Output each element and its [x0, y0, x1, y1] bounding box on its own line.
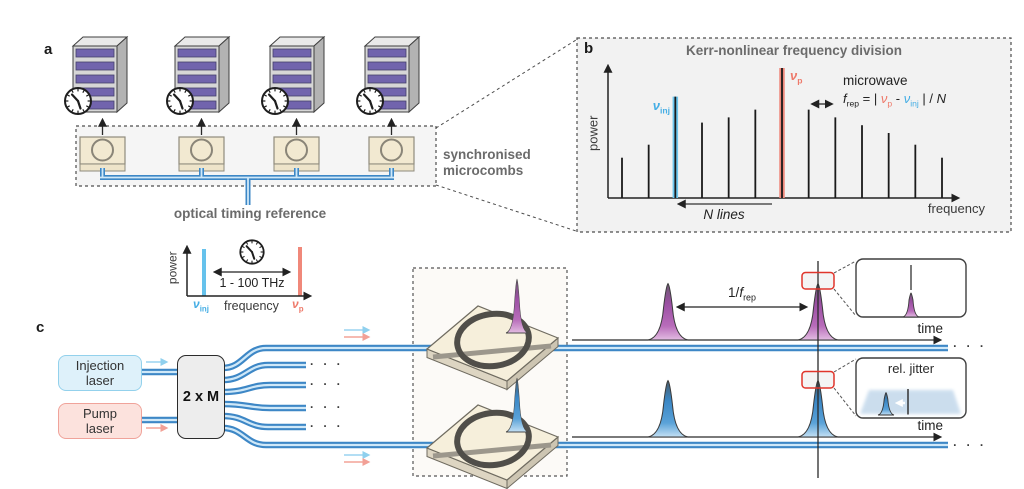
microcomb-chip-icon: [368, 136, 415, 172]
time-label-bottom: time: [917, 418, 943, 433]
callout-line-top: [435, 39, 577, 129]
laser-direction-arrows: [146, 326, 371, 466]
synchronised-microcombs-label: synchronised microcombs: [443, 147, 531, 178]
optical-timing-reference-label: optical timing reference: [173, 206, 327, 221]
callout-line-bottom: [435, 184, 577, 232]
frequency-division-equation: frep = | νp - νinj | / N: [843, 91, 946, 109]
pulse-blue: [647, 380, 689, 438]
jitter-band: [860, 390, 961, 414]
jitter-inset-bottom: [855, 357, 967, 419]
panel-b-dashed-box: [576, 37, 1012, 233]
pulse-inset-top: [855, 258, 967, 318]
nu-p-label-b: νp: [790, 68, 803, 86]
ellipsis: · · ·: [953, 339, 987, 353]
clock-icon: [63, 86, 93, 116]
microcomb-chip-icon: [273, 136, 320, 172]
rel-jitter-label: rel. jitter: [887, 361, 935, 376]
injection-laser-box: Injection laser: [58, 355, 142, 391]
time-label-top: time: [917, 321, 943, 336]
span-label: 1 - 100 THz: [219, 276, 285, 290]
microcomb-chip-icon: [178, 136, 225, 172]
splitter-2xM-box: 2 x M: [177, 355, 225, 439]
n-lines-label: N lines: [703, 207, 745, 222]
ellipsis: · · ·: [310, 400, 344, 414]
clock-icon: [239, 239, 265, 265]
nu-inj-label-ref: νinj: [193, 297, 209, 314]
nu-p-label-ref: νp: [292, 297, 304, 314]
reference-ylabel: power: [165, 251, 180, 285]
ellipsis: · · ·: [310, 419, 344, 433]
clock-icon: [355, 86, 385, 116]
inset-pulse-purple: [902, 292, 920, 318]
clock-icon: [260, 86, 290, 116]
panel-b-ylabel: power: [585, 115, 601, 151]
frequency-comb-lines: [621, 68, 943, 198]
pump-laser-box: Pump laser: [58, 403, 142, 439]
inset-pulse-blue: [877, 392, 895, 416]
reference-spectrum: [182, 239, 313, 301]
panel-a-label: a: [44, 41, 53, 58]
clock-icon: [165, 86, 195, 116]
nu-inj-label-b: νinj: [652, 98, 670, 116]
ellipsis: · · ·: [310, 377, 344, 391]
rep-period-label: 1/frep: [728, 285, 756, 303]
ellipsis: · · ·: [310, 357, 344, 371]
zoom-marker-box-bottom: [801, 370, 835, 389]
timing-reference-bus: [100, 168, 394, 205]
time-axes: [572, 335, 943, 442]
inset-connectors: [833, 260, 857, 417]
waveguides: [140, 344, 948, 449]
microwave-label: microwave: [843, 73, 908, 88]
panel-b-label: b: [584, 40, 594, 57]
reference-xlabel: frequency: [224, 299, 279, 313]
panel-b-xlabel: frequency: [927, 201, 985, 216]
panel-c-label: c: [36, 319, 45, 336]
chip-to-server-arrows: [98, 117, 396, 135]
pulse-purple: [647, 283, 689, 341]
zoom-marker-box-top: [801, 271, 835, 290]
ellipsis: · · ·: [953, 438, 987, 452]
microcomb-chip-icon: [79, 136, 126, 172]
panel-b-title: Kerr-nonlinear frequency division: [685, 43, 903, 58]
